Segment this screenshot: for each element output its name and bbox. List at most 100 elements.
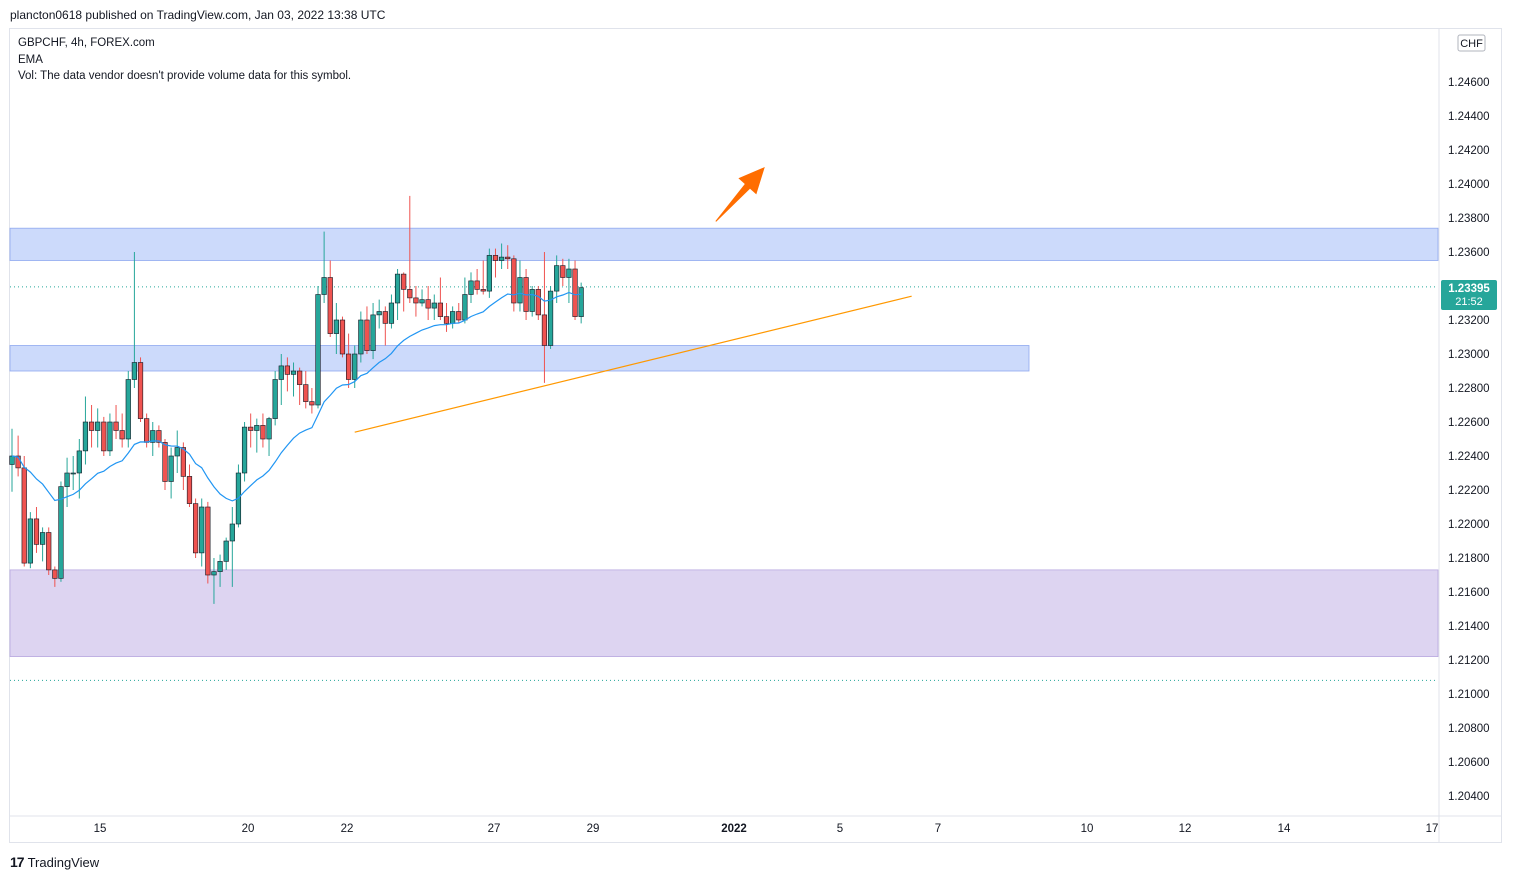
x-tick-label: 2022 (721, 823, 747, 835)
candle (315, 286, 321, 409)
candle-body (131, 362, 138, 380)
candle-body (309, 401, 315, 406)
y-tick-label: 1.23600 (1448, 247, 1490, 259)
candle (394, 269, 401, 320)
candle (211, 558, 217, 604)
candle (511, 255, 517, 312)
candle (566, 258, 572, 303)
legend-symbol[interactable]: GBPCHF, 4h, FOREX.com (18, 37, 155, 49)
candle (82, 396, 89, 465)
candle (15, 435, 21, 477)
candle-body (162, 442, 168, 482)
y-tick-label: 1.20600 (1448, 757, 1490, 769)
candle (547, 286, 554, 349)
chart-frame (9, 28, 1502, 843)
candle-body (327, 277, 333, 334)
candle-body (119, 430, 125, 440)
candle (217, 554, 223, 587)
candle (364, 306, 370, 354)
candle (388, 294, 395, 329)
candle (76, 439, 82, 499)
candle (419, 289, 425, 307)
candle-body (456, 311, 462, 321)
y-tick-label: 1.21800 (1448, 553, 1490, 565)
candle-body (241, 426, 248, 474)
candle (229, 507, 235, 587)
candle (39, 527, 46, 562)
candle-body (223, 540, 229, 562)
candle (186, 464, 193, 507)
candle (456, 303, 462, 324)
candle (254, 418, 260, 453)
candle (370, 303, 376, 360)
candle (486, 248, 492, 298)
legend-ema[interactable]: EMA (18, 53, 43, 66)
candle-body (303, 384, 309, 402)
support-zone[interactable] (9, 345, 1030, 372)
resistance-zone[interactable] (9, 227, 1439, 261)
candle (119, 413, 125, 448)
candle (492, 248, 499, 278)
candle (88, 405, 95, 448)
candle (450, 306, 456, 329)
candle (431, 294, 437, 320)
candle (278, 354, 284, 405)
candle-body (150, 430, 156, 443)
trend-line[interactable] (354, 295, 912, 433)
y-tick-label: 1.21400 (1448, 621, 1490, 633)
candle (413, 286, 419, 317)
currency-label: CHF (1460, 38, 1483, 50)
candle-body (345, 353, 352, 380)
candle (168, 447, 174, 499)
y-tick-label: 1.24400 (1448, 111, 1490, 123)
candle-body (174, 447, 180, 457)
candle-body (517, 277, 523, 304)
candle-body (76, 450, 82, 474)
up-arrow-icon[interactable] (715, 167, 765, 222)
x-tick-label: 10 (1081, 823, 1094, 835)
last-price-value: 1.23395 (1448, 283, 1490, 295)
candle (241, 422, 248, 482)
x-tick-label: 29 (587, 823, 600, 835)
candle-body (358, 319, 364, 355)
candle (21, 456, 27, 567)
candle (33, 507, 40, 553)
candle-body (474, 280, 480, 290)
candle (382, 306, 388, 346)
x-tick-label: 27 (488, 823, 501, 835)
candle (480, 260, 486, 295)
candle (554, 255, 560, 303)
demand-zone[interactable] (9, 569, 1439, 658)
candle-body (113, 421, 119, 431)
y-tick-label: 1.20800 (1448, 723, 1490, 735)
candle (113, 405, 119, 439)
y-tick-label: 1.24200 (1448, 145, 1490, 157)
candle-body (137, 362, 144, 419)
candle (345, 333, 352, 388)
candle-body (560, 265, 566, 278)
candle-body (394, 273, 401, 304)
candle-body (554, 265, 560, 292)
candle-body (168, 455, 174, 482)
currency-tag[interactable]: CHF (1457, 34, 1486, 52)
candle (107, 413, 113, 456)
candle-body (578, 287, 584, 317)
candle-body (70, 472, 76, 475)
y-tick-label: 1.24000 (1448, 179, 1490, 191)
candle-body (193, 503, 199, 554)
candle (535, 286, 541, 320)
candle-body (248, 426, 254, 431)
candle-body (211, 571, 217, 576)
y-tick-label: 1.23800 (1448, 213, 1490, 225)
candle-body (186, 476, 193, 504)
candle (303, 371, 309, 409)
candle (425, 286, 431, 320)
candle (498, 243, 505, 269)
candle-body (217, 561, 223, 572)
last-price-tag: 1.23395 21:52 (1441, 280, 1497, 310)
candle-body (156, 430, 162, 443)
candle-body (125, 379, 131, 440)
footer-brand[interactable]: 17 TradingView (10, 854, 99, 870)
candle (462, 277, 468, 324)
